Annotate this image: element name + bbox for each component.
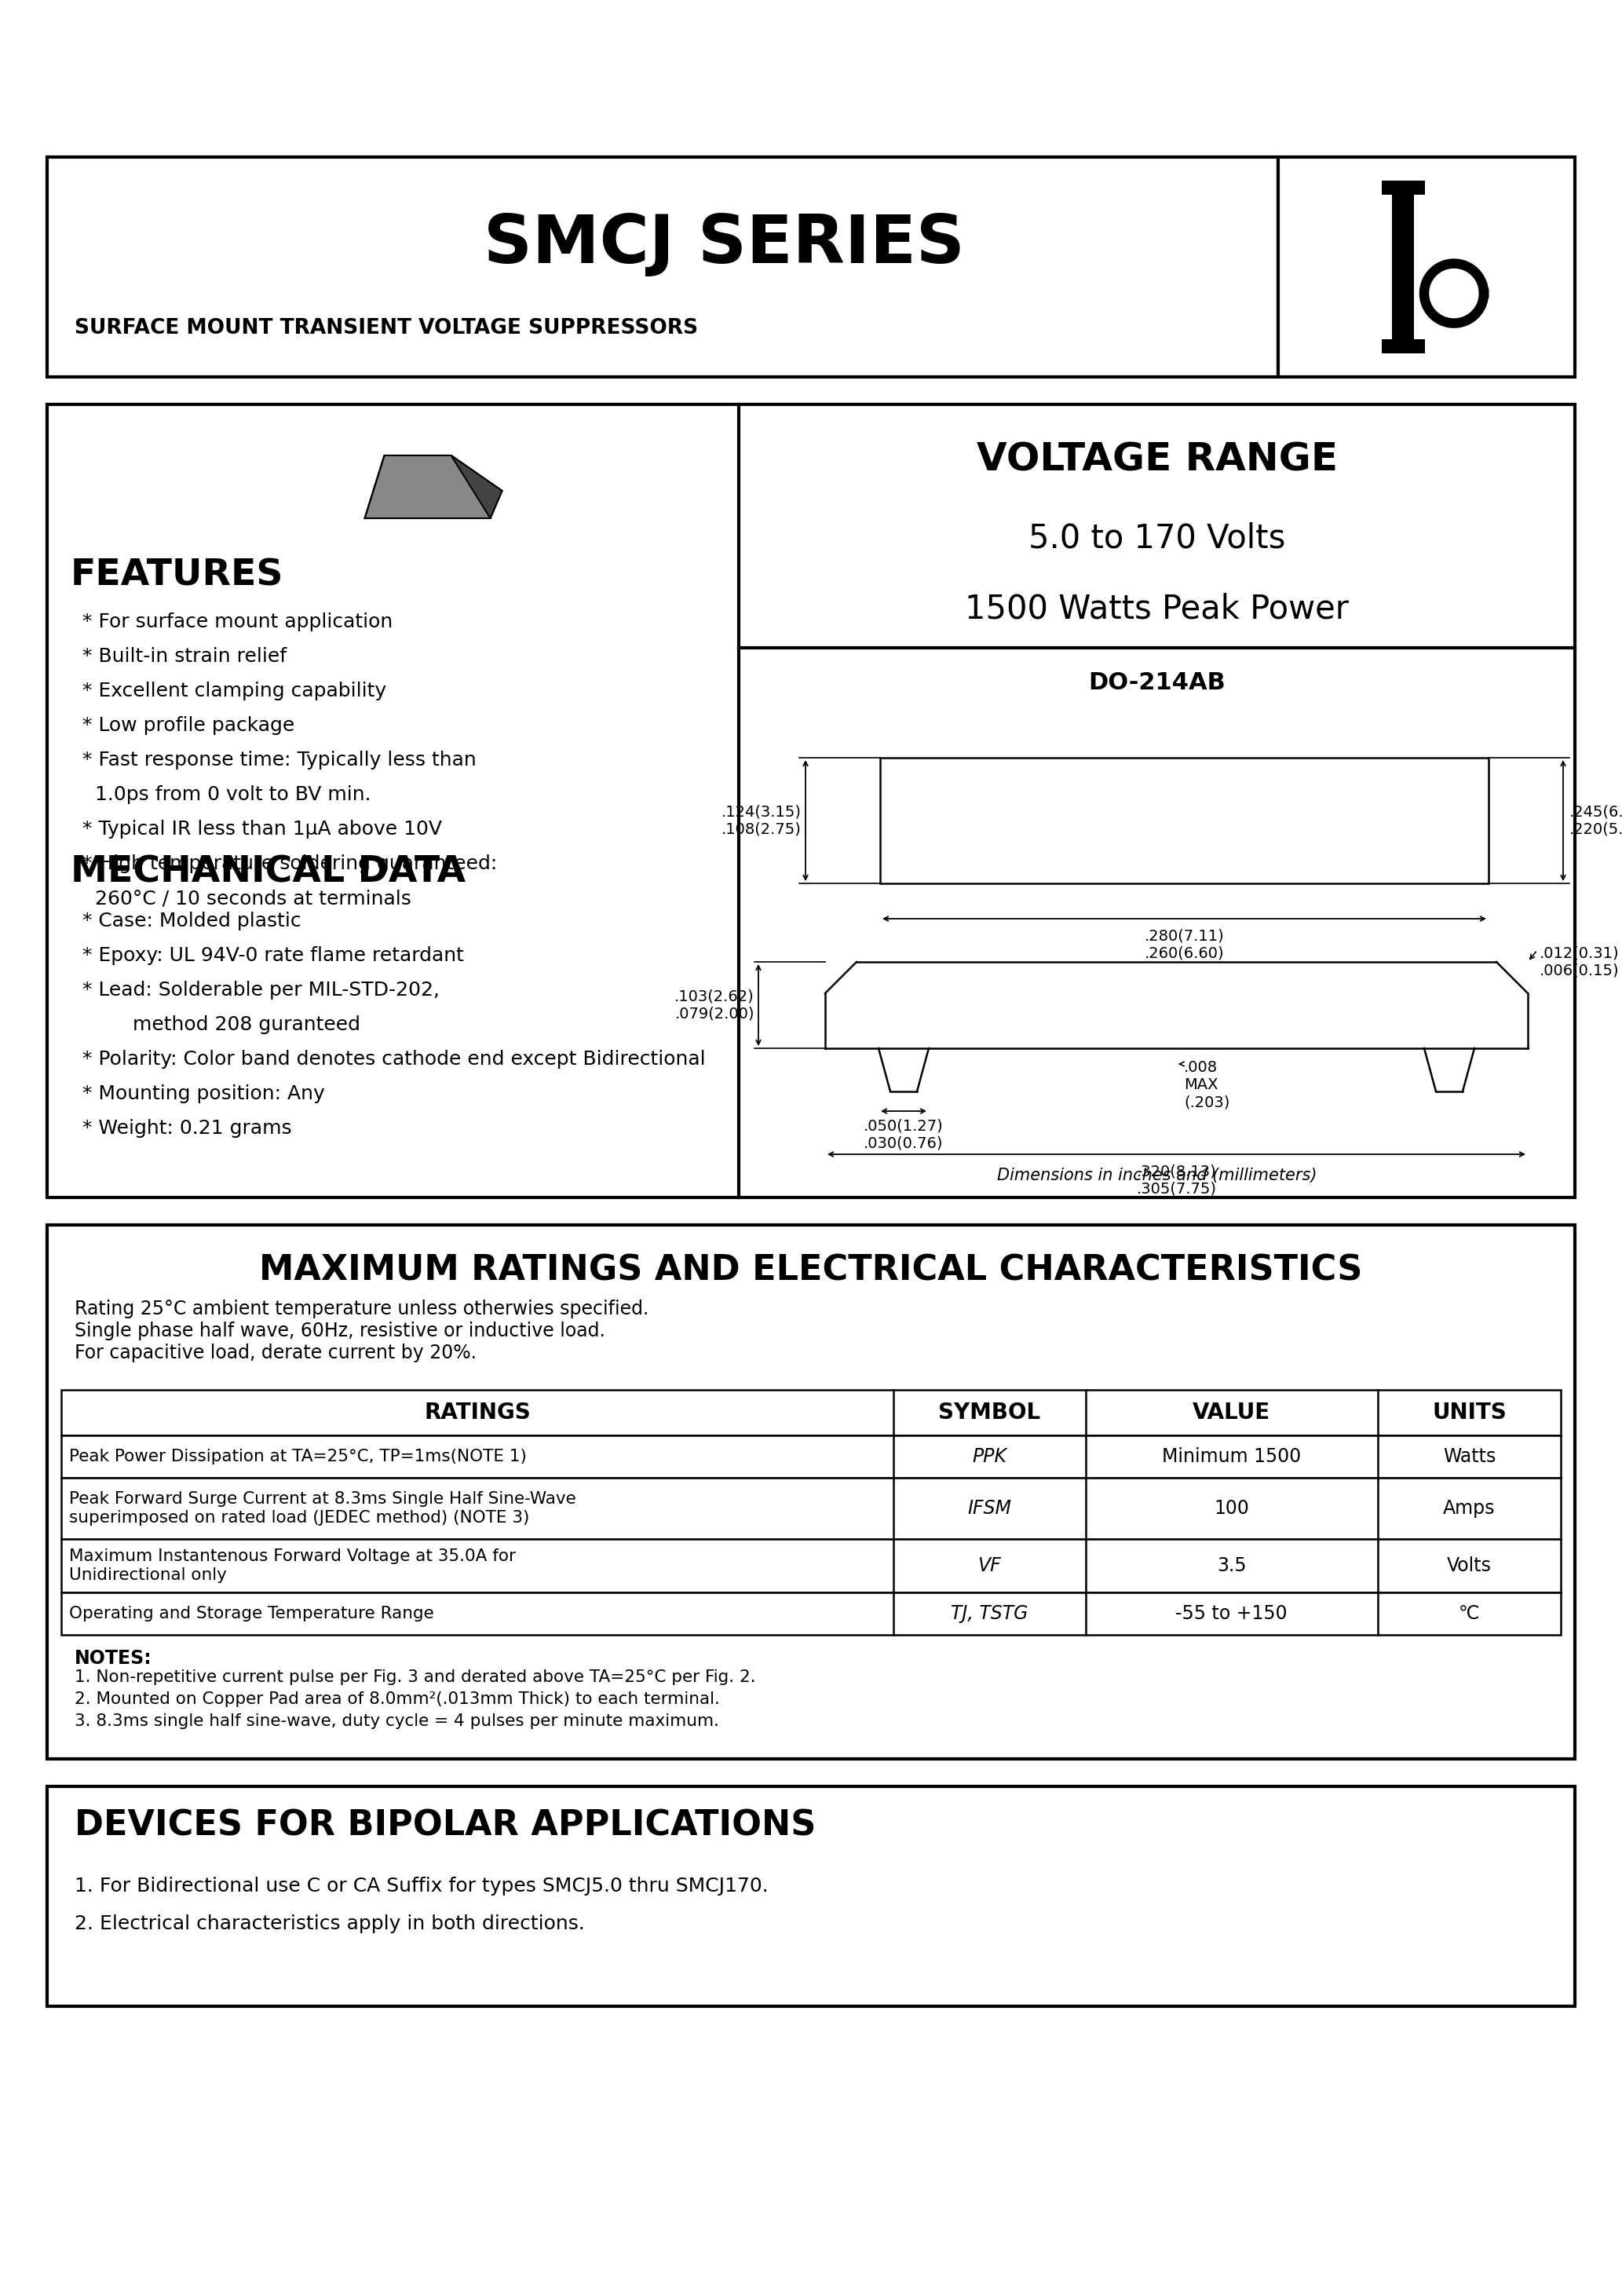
Text: SYMBOL: SYMBOL [939,1401,1041,1424]
Text: Minimum 1500: Minimum 1500 [1161,1446,1301,1467]
Text: 5.0 to 170 Volts: 5.0 to 170 Volts [1028,521,1285,553]
Text: MAXIMUM RATINGS AND ELECTRICAL CHARACTERISTICS: MAXIMUM RATINGS AND ELECTRICAL CHARACTER… [260,1254,1362,1288]
Text: UNITS: UNITS [1432,1401,1507,1424]
Bar [47,404,1575,1199]
Text: .320(8.13)
.305(7.75): .320(8.13) .305(7.75) [1137,1164,1216,1196]
Text: ℃: ℃ [1458,1605,1479,1623]
Text: * Built-in strain relief: * Built-in strain relief [83,647,287,666]
Text: IFSM: IFSM [967,1499,1012,1518]
Bar [47,1786,1575,2007]
Text: * Epoxy: UL 94V-0 rate flame retardant: * Epoxy: UL 94V-0 rate flame retardant [83,946,464,964]
Text: 1500 Watts Peak Power: 1500 Watts Peak Power [965,592,1350,625]
Text: 1. Non-repetitive current pulse per Fig. 3 and derated above TA=25°C per Fig. 2.: 1. Non-repetitive current pulse per Fig.… [75,1669,756,1685]
Text: TJ, TSTG: TJ, TSTG [950,1605,1028,1623]
Text: Operating and Storage Temperature Range: Operating and Storage Temperature Range [70,1605,435,1621]
Text: * Lead: Solderable per MIL-STD-202,: * Lead: Solderable per MIL-STD-202, [83,980,440,999]
Bar [1392,181,1414,354]
Text: PPK: PPK [972,1446,1007,1467]
Bar [1382,181,1426,195]
Text: 2. Electrical characteristics apply in both directions.: 2. Electrical characteristics apply in b… [75,1915,586,1933]
Text: .012(0.31)
.006(0.15): .012(0.31) .006(0.15) [1539,946,1619,978]
Text: * High temperature soldering guaranteed:: * High temperature soldering guaranteed: [83,854,498,872]
Text: DO-214AB: DO-214AB [1088,673,1226,693]
Bar [62,1479,1560,1538]
Text: VOLTAGE RANGE: VOLTAGE RANGE [976,441,1338,478]
Bar [62,1435,1560,1479]
Bar [62,1593,1560,1635]
Text: 3.5: 3.5 [1216,1557,1246,1575]
Text: NOTES:: NOTES: [75,1649,152,1667]
Text: -55 to +150: -55 to +150 [1176,1605,1288,1623]
Text: Dimensions in inches and (millimeters): Dimensions in inches and (millimeters) [998,1169,1317,1182]
Bar [881,758,1489,884]
Text: * For surface mount application: * For surface mount application [83,613,393,631]
Text: Volts: Volts [1447,1557,1492,1575]
Text: 2. Mounted on Copper Pad area of 8.0mm²(.013mm Thick) to each terminal.: 2. Mounted on Copper Pad area of 8.0mm²(… [75,1692,720,1708]
Text: * Mounting position: Any: * Mounting position: Any [83,1084,324,1104]
Text: .050(1.27)
.030(0.76): .050(1.27) .030(0.76) [863,1118,944,1150]
Bar [47,1226,1575,1759]
Text: VF: VF [978,1557,1001,1575]
Text: * Polarity: Color band denotes cathode end except Bidirectional: * Polarity: Color band denotes cathode e… [83,1049,706,1068]
Text: 3. 8.3ms single half sine-wave, duty cycle = 4 pulses per minute maximum.: 3. 8.3ms single half sine-wave, duty cyc… [75,1713,719,1729]
Text: MECHANICAL DATA: MECHANICAL DATA [71,854,466,891]
Bar [62,1389,1560,1435]
Text: * Fast response time: Typically less than: * Fast response time: Typically less tha… [83,751,477,769]
Text: * Excellent clamping capability: * Excellent clamping capability [83,682,386,700]
Text: Peak Forward Surge Current at 8.3ms Single Half Sine-Wave
superimposed on rated : Peak Forward Surge Current at 8.3ms Sing… [70,1492,576,1525]
Text: Rating 25°C ambient temperature unless otherwies specified.
Single phase half wa: Rating 25°C ambient temperature unless o… [75,1300,649,1362]
Text: * Typical IR less than 1μA above 10V: * Typical IR less than 1μA above 10V [83,820,443,838]
Text: VALUE: VALUE [1192,1401,1270,1424]
Text: .008
MAX
(.203): .008 MAX (.203) [1184,1061,1229,1109]
Text: .280(7.11)
.260(6.60): .280(7.11) .260(6.60) [1145,928,1225,960]
Polygon shape [451,455,503,519]
Text: Watts: Watts [1444,1446,1495,1467]
Text: 260°C / 10 seconds at terminals: 260°C / 10 seconds at terminals [83,889,412,907]
Bar [47,156,1278,377]
Text: * Low profile package: * Low profile package [83,716,295,735]
Text: method 208 guranteed: method 208 guranteed [83,1015,360,1033]
Text: RATINGS: RATINGS [423,1401,530,1424]
Text: FEATURES: FEATURES [71,558,284,592]
Text: Peak Power Dissipation at TA=25°C, TP=1ms(NOTE 1): Peak Power Dissipation at TA=25°C, TP=1m… [70,1449,527,1465]
Text: 1.0ps from 0 volt to BV min.: 1.0ps from 0 volt to BV min. [83,785,371,804]
Text: DEVICES FOR BIPOLAR APPLICATIONS: DEVICES FOR BIPOLAR APPLICATIONS [75,1809,816,1841]
Text: Maximum Instantenous Forward Voltage at 35.0A for
Unidirectional only: Maximum Instantenous Forward Voltage at … [70,1550,516,1582]
Text: 1. For Bidirectional use C or CA Suffix for types SMCJ5.0 thru SMCJ170.: 1. For Bidirectional use C or CA Suffix … [75,1876,769,1896]
Text: SURFACE MOUNT TRANSIENT VOLTAGE SUPPRESSORS: SURFACE MOUNT TRANSIENT VOLTAGE SUPPRESS… [75,319,697,340]
Bar [62,1538,1560,1593]
Text: Amps: Amps [1444,1499,1495,1518]
Bar [1382,340,1426,354]
Polygon shape [365,455,503,519]
Text: .245(6.22)
.220(5.59): .245(6.22) .220(5.59) [1570,804,1622,836]
Bar [1278,156,1575,377]
Text: .103(2.62)
.079(2.00): .103(2.62) .079(2.00) [675,990,754,1022]
Text: 100: 100 [1213,1499,1249,1518]
Text: .124(3.15)
.108(2.75): .124(3.15) .108(2.75) [722,804,801,836]
Text: * Case: Molded plastic: * Case: Molded plastic [83,912,302,930]
Text: SMCJ SERIES: SMCJ SERIES [483,214,965,278]
Text: * Weight: 0.21 grams: * Weight: 0.21 grams [83,1118,292,1139]
